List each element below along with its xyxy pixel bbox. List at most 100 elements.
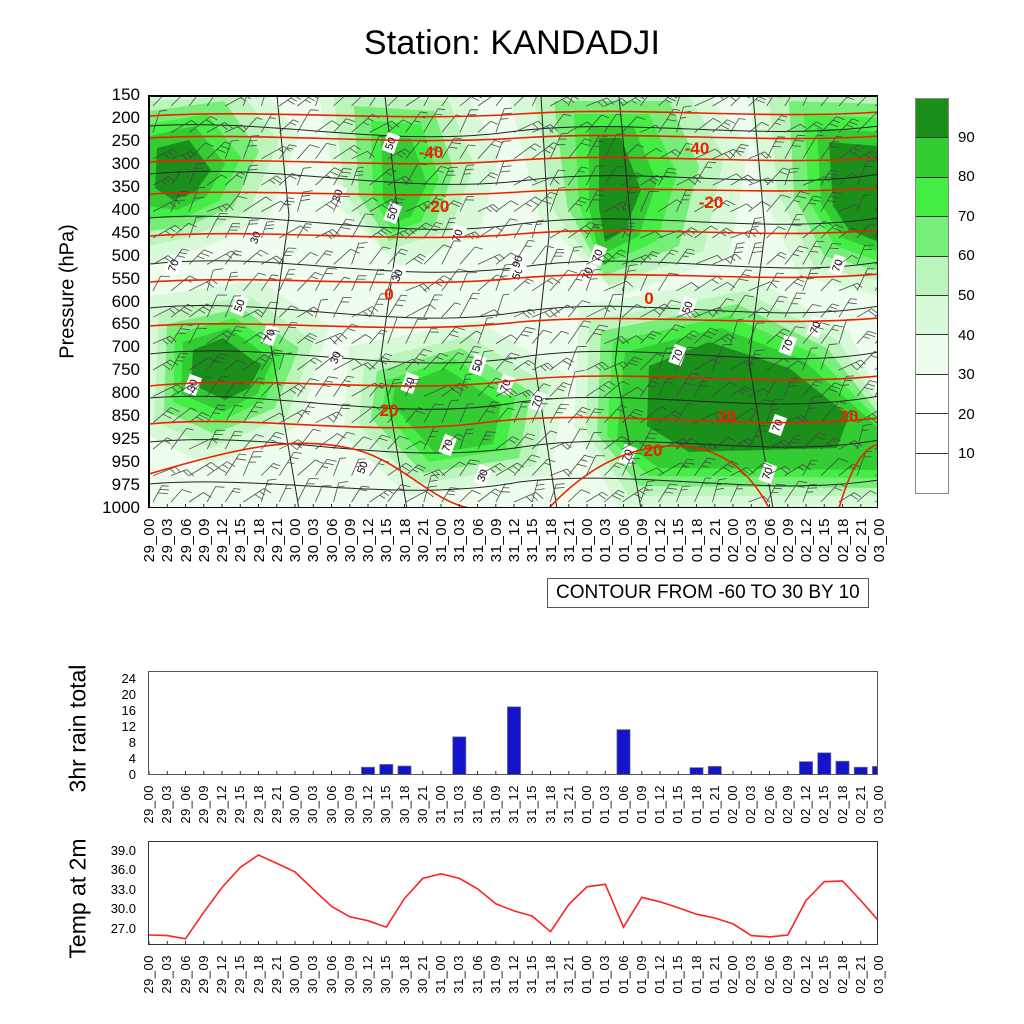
wind-barb [495,140,512,159]
wind-barb [838,173,861,186]
wind-barb [766,465,791,476]
wind-barb [640,480,655,503]
wind-barb [856,244,874,265]
x-tick-label: 02_12 [798,955,813,994]
x-tick-label: 29_03 [159,955,175,994]
svg-text:70: 70 [590,248,605,264]
wind-barb [441,200,463,212]
rain-bar [616,729,631,774]
wind-barb [513,196,543,212]
wind-barb [730,174,756,186]
wind-barb [188,438,218,450]
x-tick-label: 01_21 [706,955,722,994]
wind-barb [531,219,544,239]
wind-barb [170,96,182,107]
wind-barb [152,176,176,186]
colorbar-tick-label: 20 [958,405,975,423]
wind-barb [387,462,413,476]
wind-barb [170,248,189,265]
wind-barb [640,330,662,344]
wind-barb [279,119,299,133]
wind-barb [279,383,306,397]
svg-text:70: 70 [760,466,775,482]
wind-barb [224,271,239,291]
x-tick-label: 29_09 [195,955,211,994]
colorbar-band [916,256,948,296]
wind-barb [459,246,484,265]
wind-barb [658,249,679,265]
wind-barb [676,458,695,476]
wind-barb [658,378,675,397]
wind-barb [297,332,318,344]
wind-barb [838,144,865,160]
wind-barb [586,361,609,371]
colorbar-tick-label: 70 [958,207,975,225]
wind-barb [820,303,840,318]
x-tick-label: 01_06 [615,785,631,824]
humidity-shading [149,96,877,507]
wind-barb [640,174,664,186]
wind-barb [694,442,718,452]
wind-barb [712,478,727,503]
wind-barb [242,164,259,186]
colorbar-band [916,217,948,257]
wind-barb [260,478,277,503]
wind-barb [549,403,570,423]
rain-x-tick-labels: 29_00 29_03 29_06 29_09 29_12 29_15 29_18 29_21… [141,783,886,843]
wind-barb [856,380,877,397]
wind-barb [567,300,591,318]
wind-barb [730,242,745,265]
wind-barb [531,362,554,372]
wind-barb [640,428,660,450]
colorbar-tick-label: 40 [958,326,975,344]
wind-barb [712,460,739,476]
wind-barb [802,195,822,212]
wind-barb [477,96,494,107]
wind-barb [676,485,691,503]
wind-barb [315,411,343,424]
wind-barb [278,451,302,476]
axis-ticks [149,941,862,944]
wind-barb [351,197,378,212]
x-tick-label: 01_18 [688,518,706,563]
wind-barb [170,303,194,318]
wind-barb [477,317,495,344]
wind-barb [820,243,842,265]
wind-barb [856,410,877,424]
wind-barb [676,143,693,160]
x-tick-label: 01_09 [633,785,649,824]
wind-barb [567,96,574,107]
wind-barb [297,478,319,503]
temp-y-tick: 39.0 [110,842,136,858]
wind-barb [549,468,573,478]
wind-barb [423,108,446,133]
x-tick-label: 31_15 [524,518,542,563]
x-tick-label: 02_00 [725,785,740,824]
x-tick-label: 02_12 [798,518,815,563]
wind-barb [802,460,818,476]
wind-barb [676,173,704,186]
wind-barb [369,293,390,318]
wind-barb [784,360,805,371]
wind-barb [712,148,742,160]
wind-barb [585,135,608,159]
wind-barb [297,109,319,133]
wind-barb [712,437,736,450]
x-tick-label: 31_21 [560,785,576,824]
wind-barb [315,459,337,476]
wind-barb [405,222,432,239]
wind-barb [604,98,627,107]
wind-barb [495,107,513,133]
wind-barb [369,404,394,424]
wind-barb [513,120,544,133]
x-tick-label: 02_18 [834,518,852,563]
wind-barb [188,96,198,107]
wind-barb [766,136,786,159]
rain-y-tick: 24 [121,671,136,686]
x-tick-label: 30_09 [341,955,357,994]
wind-barb [297,306,320,318]
wind-barb [802,121,823,133]
rain-bar [689,767,704,774]
wind-barb [278,352,293,371]
wind-barb [676,310,700,319]
